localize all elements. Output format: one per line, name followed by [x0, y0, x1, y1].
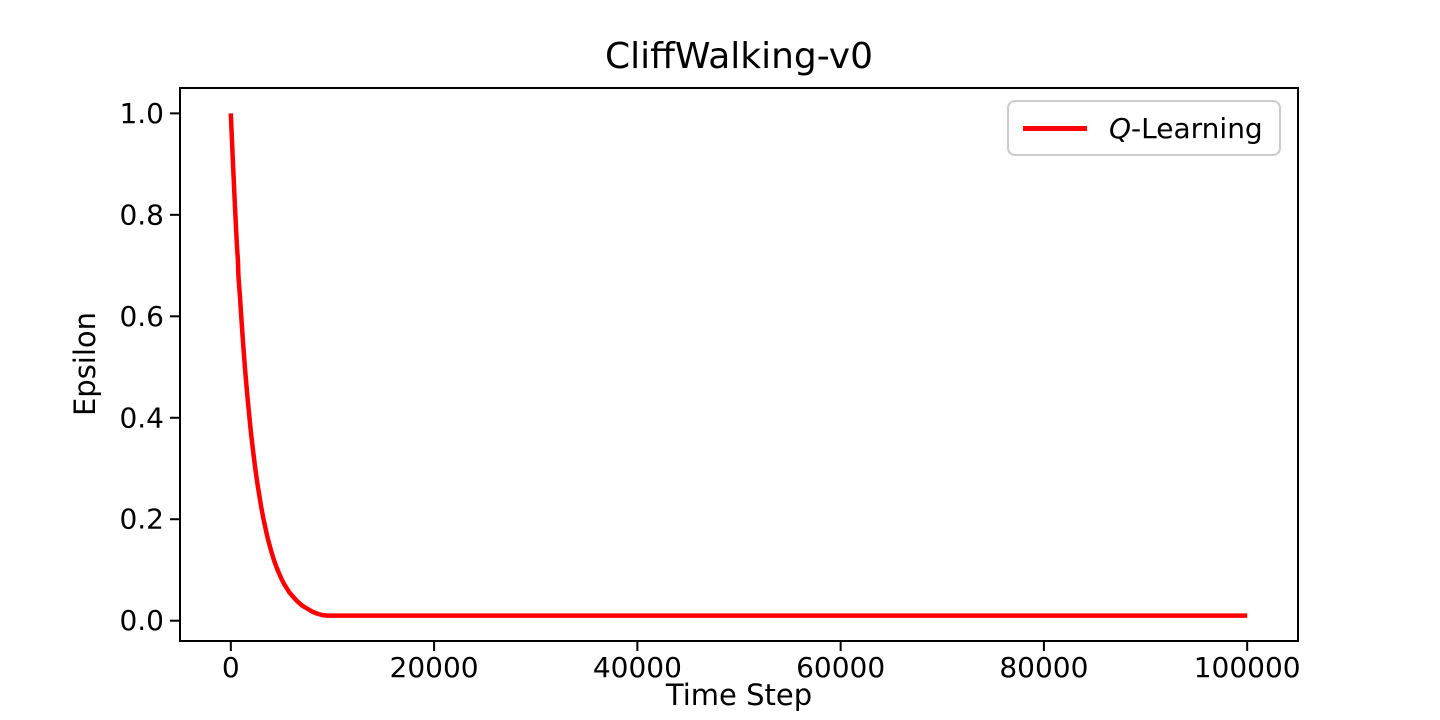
x-axis-tick-label: 60000: [796, 651, 885, 684]
legend: Q-Learning: [1007, 100, 1281, 156]
legend-label: Q-Learning: [1109, 112, 1263, 145]
y-axis-tick-label: 0.4: [119, 401, 164, 434]
x-axis-label: Time Step: [665, 678, 813, 712]
legend-label-italic: Q: [1109, 111, 1132, 145]
x-axis-tick-label: 80000: [999, 651, 1088, 684]
x-axis-tick-label: 100000: [1194, 651, 1301, 684]
y-axis-tick-label: 0.0: [119, 604, 164, 637]
y-axis-tick-label: 0.2: [119, 503, 164, 536]
y-axis-tick-label: 0.8: [119, 198, 164, 231]
x-axis-tick-label: 0: [222, 651, 240, 684]
legend-label-regular: -Learning: [1131, 111, 1263, 145]
plot-frame: [179, 87, 1299, 642]
y-axis-tick-label: 0.6: [119, 300, 164, 333]
legend-line-swatch: [1023, 125, 1087, 131]
chart-title: CliffWalking-v0: [604, 36, 874, 77]
x-axis-tick-label: 20000: [390, 651, 479, 684]
y-axis-tick-label: 1.0: [119, 97, 164, 130]
series-line-q-learning: [228, 113, 1248, 618]
x-axis-tick-label: 40000: [593, 651, 682, 684]
y-axis-label: Epsilon: [68, 311, 102, 417]
